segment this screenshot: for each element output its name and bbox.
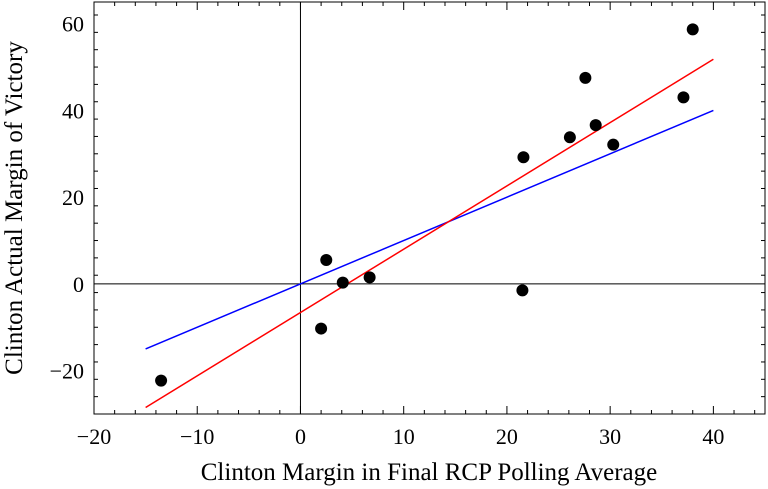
data-point: [516, 284, 529, 297]
y-tick-label: 20: [62, 185, 84, 210]
x-tick-label: 0: [295, 424, 306, 449]
y-axis-title: Clinton Actual Margin of Victory: [1, 41, 28, 375]
x-tick-label: −20: [77, 424, 111, 449]
x-tick-label: 10: [393, 424, 415, 449]
data-point: [607, 138, 620, 151]
plot-frame: [93, 1, 766, 415]
x-tick-label: 20: [496, 424, 518, 449]
fit-lines: [145, 58, 714, 409]
x-tick-label: 40: [702, 424, 724, 449]
data-point: [517, 151, 530, 164]
red-fit-line: [145, 58, 714, 409]
y-tick-label: 40: [62, 98, 84, 123]
y-tick-label: 0: [73, 272, 84, 297]
x-axis-title: Clinton Margin in Final RCP Polling Aver…: [201, 459, 658, 486]
data-point: [563, 131, 576, 144]
axis-tick-labels: −20 −10 0 10 20 30 40 −20 0 20 40 60: [50, 12, 725, 449]
data-point: [336, 276, 349, 289]
data-point: [686, 23, 699, 36]
data-point: [320, 254, 333, 267]
data-points: [155, 23, 699, 387]
zero-axes: [94, 2, 765, 414]
data-point: [579, 71, 592, 84]
data-point: [155, 374, 168, 387]
axis-ticks: [93, 2, 765, 415]
data-point: [589, 119, 602, 132]
data-point: [315, 322, 328, 335]
x-tick-label: −10: [180, 424, 214, 449]
x-tick-label: 30: [599, 424, 621, 449]
y-tick-label: −20: [50, 359, 84, 384]
blue-fit-line: [145, 109, 714, 350]
data-point: [677, 91, 690, 104]
y-tick-label: 60: [62, 12, 84, 37]
data-point: [363, 271, 376, 284]
